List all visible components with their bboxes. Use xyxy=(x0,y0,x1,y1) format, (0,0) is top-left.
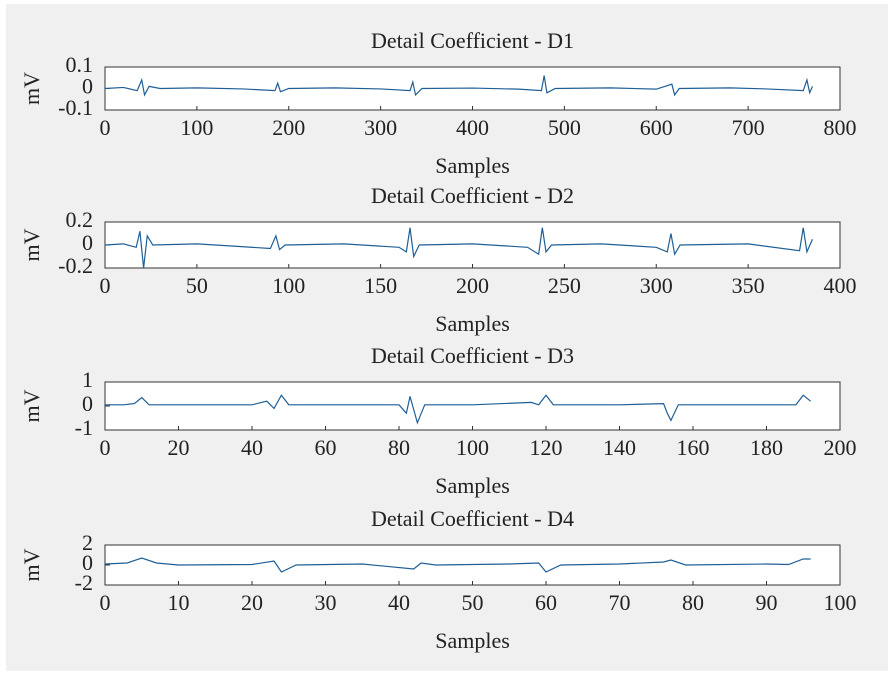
x-tick-label: 200 xyxy=(824,435,857,460)
x-tick-label: 20 xyxy=(241,590,263,615)
x-tick-label: 140 xyxy=(603,435,636,460)
x-tick-label: 10 xyxy=(168,590,190,615)
y-tick-label: 0 xyxy=(82,230,93,255)
x-tick-label: 0 xyxy=(100,115,111,140)
y-tick-label: 0.2 xyxy=(66,207,94,232)
y-tick-label: 0 xyxy=(82,550,93,575)
x-tick-label: 400 xyxy=(824,273,857,298)
x-axis-label: Samples xyxy=(435,628,510,653)
x-tick-label: 250 xyxy=(548,273,581,298)
x-tick-label: 50 xyxy=(462,590,484,615)
x-axis-label: Samples xyxy=(435,311,510,336)
x-tick-label: 700 xyxy=(732,115,765,140)
y-tick-label: 0 xyxy=(82,391,93,416)
x-tick-label: 60 xyxy=(315,435,337,460)
x-tick-label: 40 xyxy=(241,435,263,460)
x-tick-label: 0 xyxy=(100,273,111,298)
x-tick-label: 30 xyxy=(315,590,337,615)
y-tick-label: 0 xyxy=(82,74,93,99)
x-axis-label: Samples xyxy=(435,153,510,178)
x-tick-label: 200 xyxy=(456,273,489,298)
x-tick-label: 400 xyxy=(456,115,489,140)
x-tick-label: 70 xyxy=(609,590,631,615)
plot-area xyxy=(104,381,841,431)
x-tick-label: 100 xyxy=(272,273,305,298)
x-tick-label: 40 xyxy=(388,590,410,615)
plot-area xyxy=(104,221,841,269)
x-tick-label: 600 xyxy=(640,115,673,140)
y-tick-label: -1 xyxy=(75,415,93,440)
y-tick-label: 1 xyxy=(82,367,93,392)
x-tick-label: 150 xyxy=(364,273,397,298)
x-tick-label: 350 xyxy=(732,273,765,298)
data-line xyxy=(105,394,811,425)
x-tick-label: 100 xyxy=(456,435,489,460)
x-tick-label: 300 xyxy=(364,115,397,140)
x-tick-label: 160 xyxy=(677,435,710,460)
chart-title: Detail Coefficient - D4 xyxy=(371,506,574,531)
x-tick-label: 100 xyxy=(180,115,213,140)
x-tick-label: 50 xyxy=(186,273,208,298)
x-tick-label: 20 xyxy=(168,435,190,460)
y-axis-label: mV xyxy=(19,72,44,105)
x-tick-label: 90 xyxy=(756,590,778,615)
x-tick-label: 0 xyxy=(100,435,111,460)
x-tick-label: 800 xyxy=(824,115,857,140)
chart-title: Detail Coefficient - D1 xyxy=(371,28,574,53)
x-tick-label: 60 xyxy=(535,590,557,615)
data-line xyxy=(104,227,813,269)
data-line xyxy=(104,557,811,573)
x-tick-label: 100 xyxy=(824,590,857,615)
x-tick-label: 120 xyxy=(530,435,563,460)
y-tick-label: 2 xyxy=(82,530,93,555)
data-line xyxy=(104,75,813,97)
y-tick-label: -0.1 xyxy=(58,95,93,120)
x-tick-label: 80 xyxy=(682,590,704,615)
x-tick-label: 300 xyxy=(640,273,673,298)
y-axis-label: mV xyxy=(19,389,44,422)
x-tick-label: 500 xyxy=(548,115,581,140)
y-tick-label: -2 xyxy=(75,570,93,595)
x-tick-label: 0 xyxy=(100,590,111,615)
x-axis-label: Samples xyxy=(435,473,510,498)
x-tick-label: 80 xyxy=(388,435,410,460)
y-axis-label: mV xyxy=(19,548,44,581)
y-tick-label: -0.2 xyxy=(58,253,93,278)
x-tick-label: 180 xyxy=(750,435,783,460)
x-tick-label: 200 xyxy=(272,115,305,140)
chart-title: Detail Coefficient - D3 xyxy=(371,343,574,368)
chart-title: Detail Coefficient - D2 xyxy=(371,183,574,208)
y-axis-label: mV xyxy=(19,228,44,261)
y-tick-label: 0.1 xyxy=(66,52,94,77)
